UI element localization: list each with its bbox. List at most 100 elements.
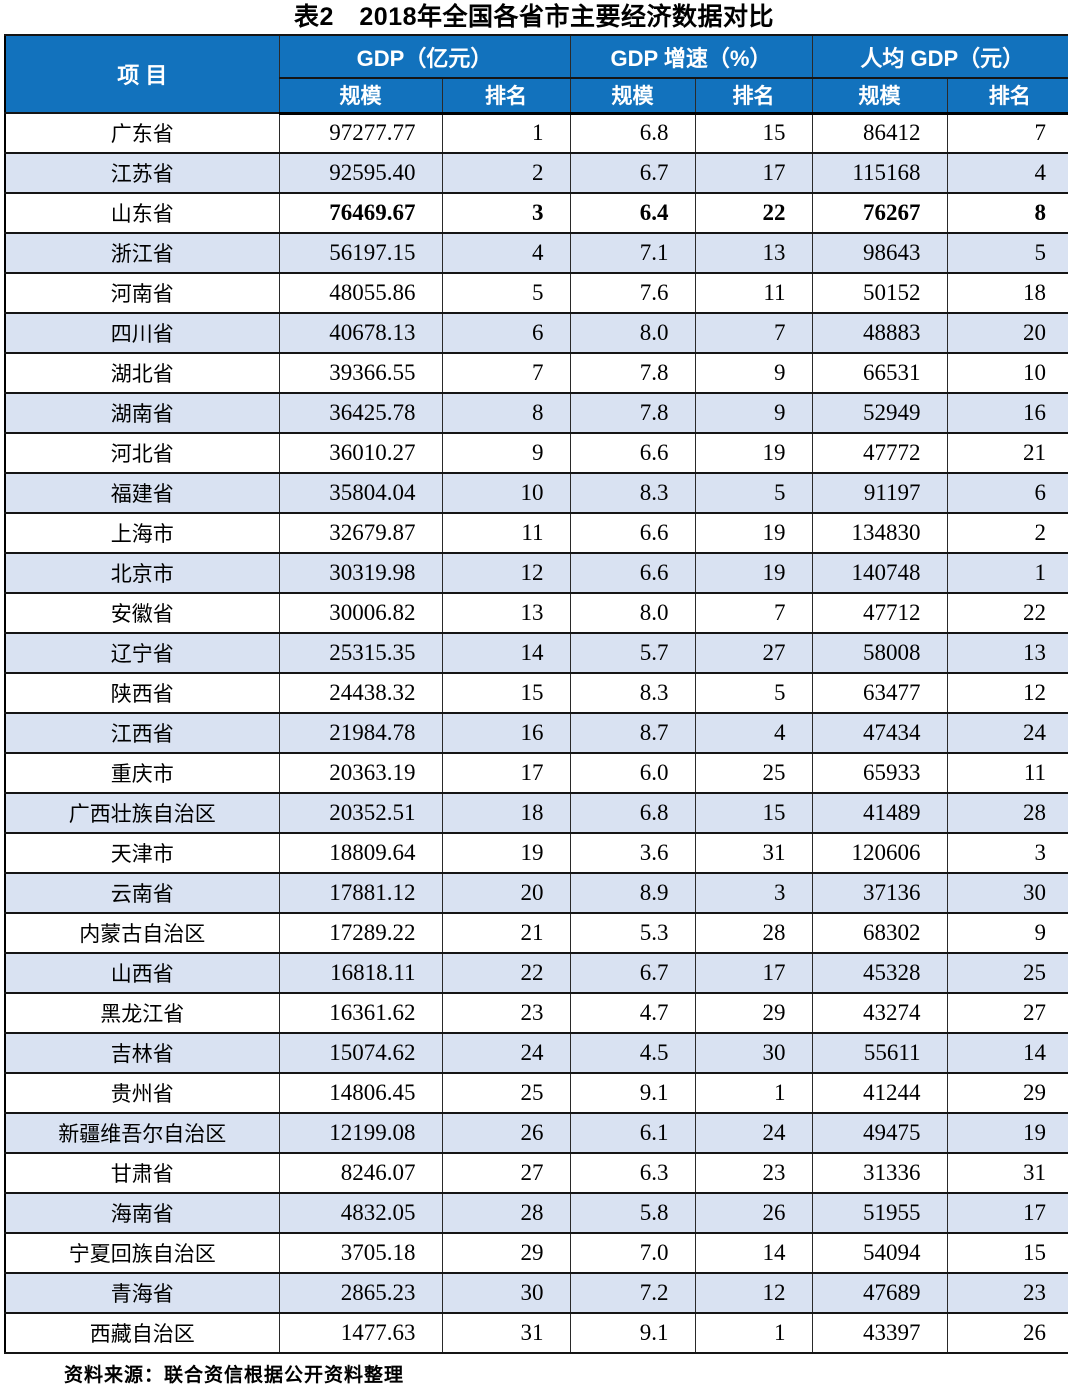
table-row: 黑龙江省 16361.62 23 4.7 29 43274 27 [4, 992, 1068, 1034]
subheader-percapita-rank: 排名 [946, 77, 1068, 115]
per-capita-value-cell: 54094 [811, 1232, 948, 1274]
table-row: 吉林省 15074.62 24 4.5 30 55611 14 [4, 1032, 1068, 1074]
gdp-value-cell: 17881.12 [278, 872, 443, 914]
gdp-rank-cell: 26 [441, 1112, 571, 1154]
per-capita-rank-cell: 26 [946, 1312, 1068, 1354]
per-capita-rank-cell: 5 [946, 232, 1068, 274]
province-name-cell: 山西省 [4, 952, 280, 994]
table-row: 湖北省 39366.55 7 7.8 9 66531 10 [4, 352, 1068, 394]
per-capita-rank-cell: 19 [946, 1112, 1068, 1154]
province-name-cell: 江苏省 [4, 152, 280, 194]
table-row: 山东省 76469.67 3 6.4 22 76267 8 [4, 192, 1068, 234]
gdp-rank-cell: 4 [441, 232, 571, 274]
growth-rank-cell: 15 [694, 112, 813, 154]
table-header: 项 目 GDP（亿元） GDP 增速（%） 人均 GDP（元） 规模 排名 规模… [4, 34, 1068, 115]
province-name-cell: 海南省 [4, 1192, 280, 1234]
gdp-rank-cell: 31 [441, 1312, 571, 1354]
growth-rank-cell: 27 [694, 632, 813, 674]
growth-rank-cell: 19 [694, 552, 813, 594]
province-name-cell: 安徽省 [4, 592, 280, 634]
growth-value-cell: 6.4 [569, 192, 696, 234]
gdp-rank-cell: 11 [441, 512, 571, 554]
col-header-item: 项 目 [4, 34, 280, 114]
growth-rank-cell: 12 [694, 1272, 813, 1314]
gdp-rank-cell: 3 [441, 192, 571, 234]
growth-rank-cell: 7 [694, 592, 813, 634]
growth-value-cell: 8.3 [569, 672, 696, 714]
table-row: 贵州省 14806.45 25 9.1 1 41244 29 [4, 1072, 1068, 1114]
per-capita-value-cell: 41489 [811, 792, 948, 834]
per-capita-rank-cell: 12 [946, 672, 1068, 714]
gdp-value-cell: 1477.63 [278, 1312, 443, 1354]
gdp-rank-cell: 25 [441, 1072, 571, 1114]
province-name-cell: 湖南省 [4, 392, 280, 434]
gdp-value-cell: 18809.64 [278, 832, 443, 874]
per-capita-value-cell: 65933 [811, 752, 948, 794]
province-name-cell: 天津市 [4, 832, 280, 874]
per-capita-rank-cell: 3 [946, 832, 1068, 874]
subheader-growth-rank: 排名 [694, 77, 813, 115]
per-capita-rank-cell: 16 [946, 392, 1068, 434]
table-row: 四川省 40678.13 6 8.0 7 48883 20 [4, 312, 1068, 354]
gdp-value-cell: 56197.15 [278, 232, 443, 274]
per-capita-rank-cell: 31 [946, 1152, 1068, 1194]
growth-rank-cell: 11 [694, 272, 813, 314]
per-capita-rank-cell: 20 [946, 312, 1068, 354]
gdp-value-cell: 16361.62 [278, 992, 443, 1034]
per-capita-value-cell: 134830 [811, 512, 948, 554]
per-capita-value-cell: 43397 [811, 1312, 948, 1354]
gdp-value-cell: 30319.98 [278, 552, 443, 594]
province-name-cell: 西藏自治区 [4, 1312, 280, 1354]
table-row: 辽宁省 25315.35 14 5.7 27 58008 13 [4, 632, 1068, 674]
growth-rank-cell: 14 [694, 1232, 813, 1274]
province-name-cell: 吉林省 [4, 1032, 280, 1074]
per-capita-value-cell: 47434 [811, 712, 948, 754]
growth-value-cell: 6.8 [569, 112, 696, 154]
header-sub-row: 规模 排名 规模 排名 规模 排名 [5, 77, 1068, 115]
gdp-rank-cell: 13 [441, 592, 571, 634]
per-capita-rank-cell: 2 [946, 512, 1068, 554]
growth-value-cell: 7.8 [569, 392, 696, 434]
gdp-value-cell: 36425.78 [278, 392, 443, 434]
growth-rank-cell: 22 [694, 192, 813, 234]
province-name-cell: 重庆市 [4, 752, 280, 794]
gdp-value-cell: 3705.18 [278, 1232, 443, 1274]
gdp-rank-cell: 17 [441, 752, 571, 794]
per-capita-value-cell: 91197 [811, 472, 948, 514]
gdp-rank-cell: 7 [441, 352, 571, 394]
gdp-value-cell: 8246.07 [278, 1152, 443, 1194]
per-capita-value-cell: 140748 [811, 552, 948, 594]
table-row: 湖南省 36425.78 8 7.8 9 52949 16 [4, 392, 1068, 434]
gdp-rank-cell: 28 [441, 1192, 571, 1234]
per-capita-value-cell: 55611 [811, 1032, 948, 1074]
gdp-rank-cell: 10 [441, 472, 571, 514]
per-capita-rank-cell: 23 [946, 1272, 1068, 1314]
province-name-cell: 辽宁省 [4, 632, 280, 674]
province-name-cell: 甘肃省 [4, 1152, 280, 1194]
gdp-rank-cell: 16 [441, 712, 571, 754]
table-row: 青海省 2865.23 30 7.2 12 47689 23 [4, 1272, 1068, 1314]
gdp-rank-cell: 24 [441, 1032, 571, 1074]
growth-rank-cell: 13 [694, 232, 813, 274]
table-row: 安徽省 30006.82 13 8.0 7 47712 22 [4, 592, 1068, 634]
per-capita-rank-cell: 22 [946, 592, 1068, 634]
growth-value-cell: 9.1 [569, 1072, 696, 1114]
gdp-rank-cell: 21 [441, 912, 571, 954]
gdp-value-cell: 25315.35 [278, 632, 443, 674]
gdp-rank-cell: 12 [441, 552, 571, 594]
table-row: 陕西省 24438.32 15 8.3 5 63477 12 [4, 672, 1068, 714]
growth-value-cell: 3.6 [569, 832, 696, 874]
per-capita-value-cell: 37136 [811, 872, 948, 914]
per-capita-value-cell: 50152 [811, 272, 948, 314]
province-name-cell: 河北省 [4, 432, 280, 474]
province-name-cell: 青海省 [4, 1272, 280, 1314]
table-row: 重庆市 20363.19 17 6.0 25 65933 11 [4, 752, 1068, 794]
growth-value-cell: 7.1 [569, 232, 696, 274]
per-capita-rank-cell: 1 [946, 552, 1068, 594]
per-capita-rank-cell: 27 [946, 992, 1068, 1034]
province-name-cell: 湖北省 [4, 352, 280, 394]
table-row: 浙江省 56197.15 4 7.1 13 98643 5 [4, 232, 1068, 274]
per-capita-value-cell: 51955 [811, 1192, 948, 1234]
gdp-rank-cell: 8 [441, 392, 571, 434]
col-header-per-capita-gdp: 人均 GDP（元） [811, 34, 1068, 79]
